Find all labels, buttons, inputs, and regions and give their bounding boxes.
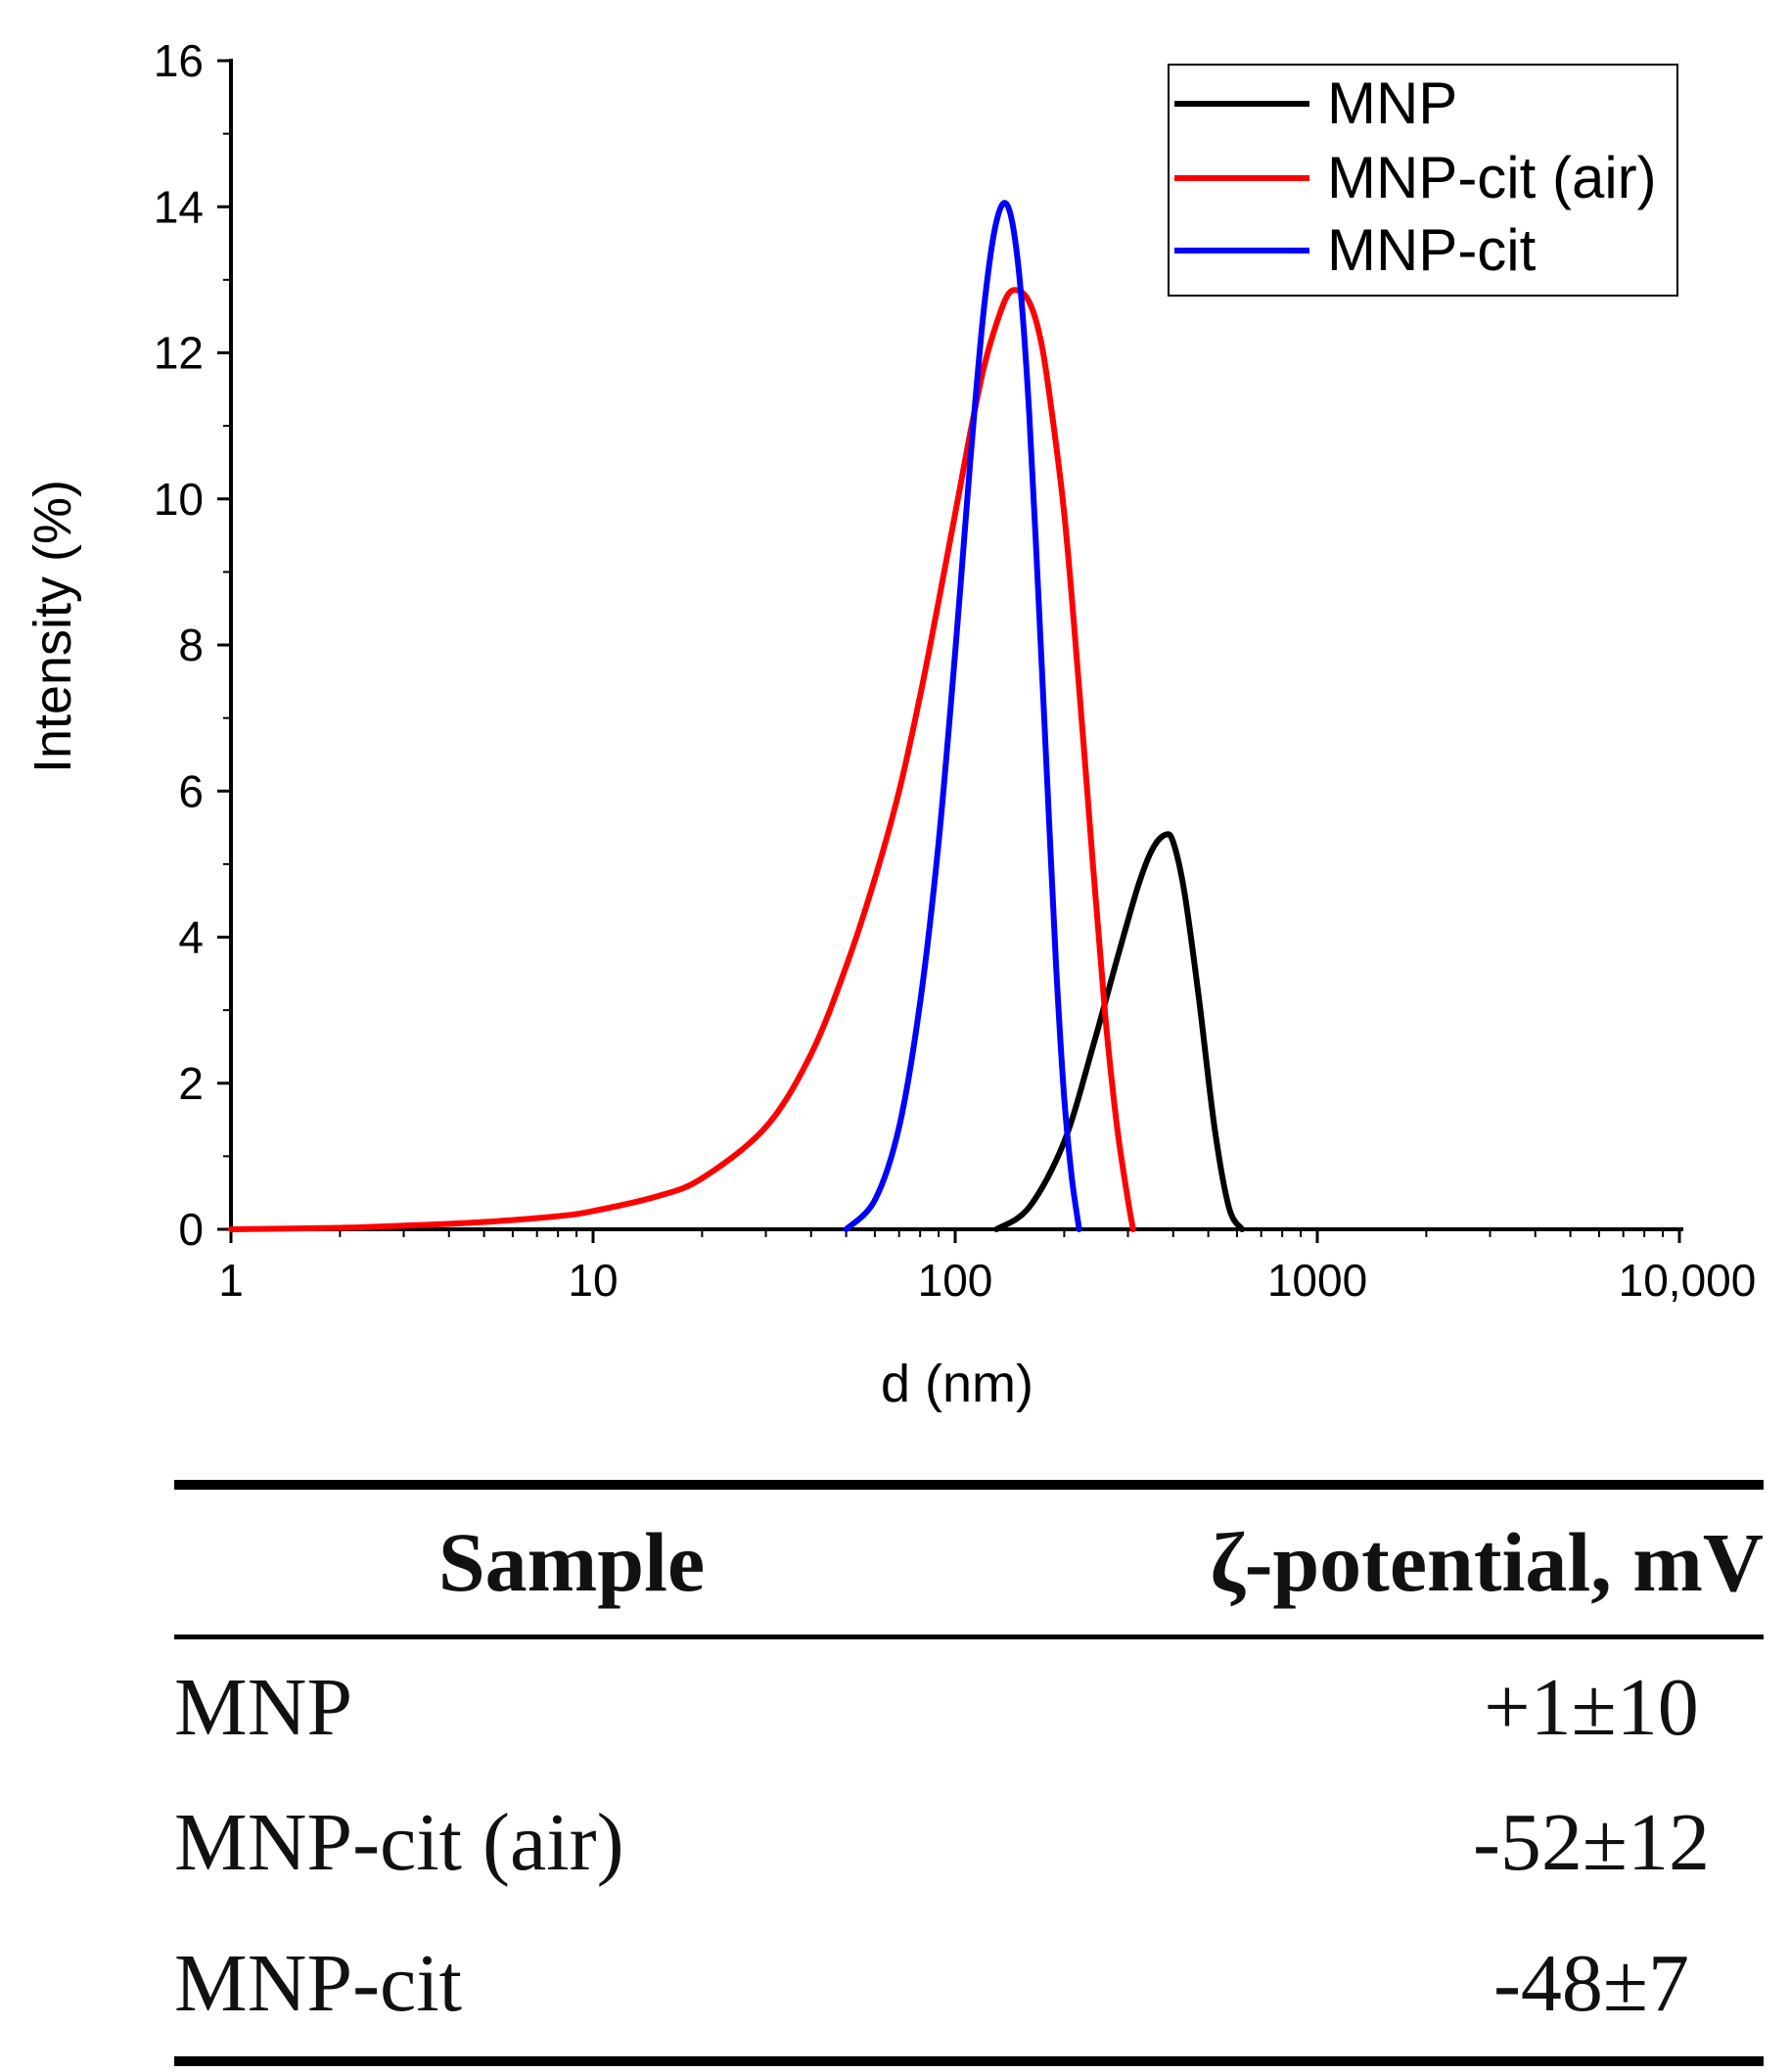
y-tick-label: 14 <box>154 181 204 232</box>
table-row: MNP-cit (air) -52±12 <box>174 1774 1764 1910</box>
y-tick-label: 0 <box>178 1204 204 1255</box>
cell-zeta-potential: -52±12 <box>1472 1796 1711 1888</box>
cell-sample: MNP <box>174 1661 353 1753</box>
legend-label-mnp-cit: MNP-cit <box>1327 217 1537 283</box>
table-row: MNP +1±10 <box>174 1637 1764 1775</box>
zeta-potential-table-wrap: Sample ζ-potential, mV MNP +1±10 MNP-cit… <box>174 1480 1764 2066</box>
header-sample: Sample <box>437 1515 706 1609</box>
x-tick-label: 1000 <box>1267 1255 1367 1306</box>
table-row: MNP-cit -48±7 <box>174 1910 1764 2061</box>
cell-zeta-potential: -48±7 <box>1492 1937 1690 2029</box>
y-tick-label: 6 <box>178 765 204 816</box>
x-axis-title: d (nm) <box>881 1355 1033 1413</box>
x-tick-label: 1 <box>218 1255 244 1306</box>
y-tick-label: 4 <box>178 912 204 963</box>
cell-sample: MNP-cit (air) <box>174 1796 624 1888</box>
legend-label-mnp-cit-air: MNP-cit (air) <box>1327 145 1657 210</box>
series-line-mnp <box>993 831 1246 1232</box>
y-ticks: 0 2 4 6 8 10 12 14 16 <box>154 35 231 1255</box>
series-layer <box>228 200 1246 1232</box>
dls-size-distribution-chart: 0 2 4 6 8 10 12 14 16 1 10 100 1000 10,000 d (nm) In… <box>23 35 1757 1413</box>
x-tick-label: 100 <box>918 1255 993 1306</box>
y-tick-label: 16 <box>154 35 204 86</box>
y-tick-label: 2 <box>178 1058 204 1109</box>
series-line-mnp-cit-air <box>228 287 1136 1232</box>
y-axis-title: Intensity (%) <box>23 480 82 773</box>
legend: MNP MNP-cit (air) MNP-cit <box>1168 64 1678 297</box>
x-tick-label: 10 <box>568 1255 618 1306</box>
axes: 0 2 4 6 8 10 12 14 16 1 10 100 1000 10,000 <box>154 35 1757 1306</box>
y-tick-label: 12 <box>154 328 204 379</box>
x-tick-label: 10,000 <box>1619 1255 1757 1306</box>
cell-zeta-potential: +1±10 <box>1484 1661 1699 1753</box>
y-tick-label: 10 <box>154 474 204 525</box>
y-tick-label: 8 <box>178 620 204 670</box>
header-zeta-potential: ζ-potential, mV <box>1210 1515 1764 1609</box>
x-ticks: 1 10 100 1000 10,000 <box>218 1229 1756 1306</box>
cell-sample: MNP-cit <box>174 1937 462 2029</box>
table-header-row: Sample ζ-potential, mV <box>174 1485 1764 1637</box>
series-line-mnp-cit <box>843 200 1082 1232</box>
legend-label-mnp: MNP <box>1327 70 1457 136</box>
zeta-potential-table: Sample ζ-potential, mV MNP +1±10 MNP-cit… <box>174 1480 1764 2066</box>
